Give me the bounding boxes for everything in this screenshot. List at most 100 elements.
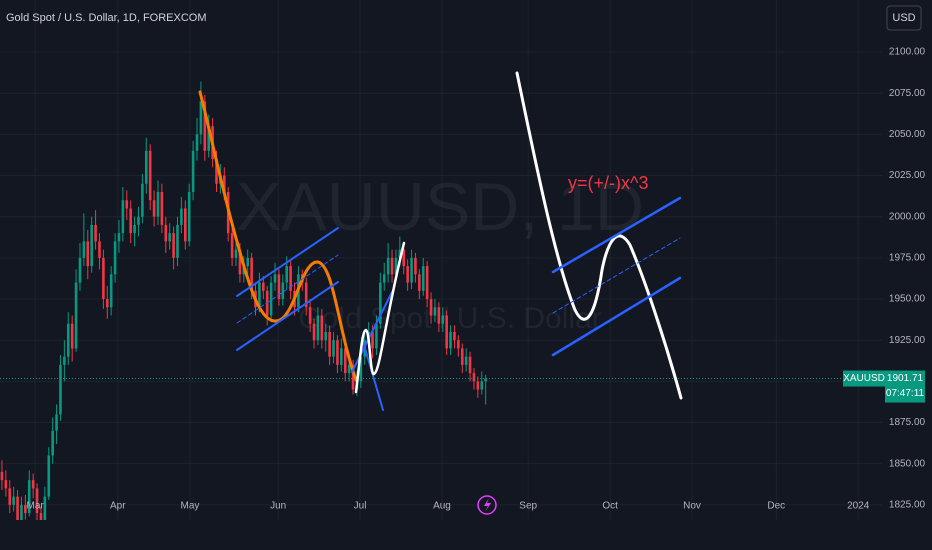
candle-body [332, 340, 335, 357]
candle-body [468, 356, 472, 374]
grid [0, 0, 882, 520]
white-curve [515, 71, 683, 400]
candle-body [371, 331, 374, 349]
channel-mid [552, 237, 681, 314]
candle-body [277, 274, 281, 300]
candle-body [144, 150, 148, 184]
icon-ring[interactable] [477, 495, 497, 515]
candle-body [168, 233, 171, 242]
x-tick-label: Sep [519, 501, 537, 512]
candle-body [425, 266, 429, 300]
candle-body [343, 348, 347, 374]
y-tick-label: 2075.00 [889, 88, 926, 99]
watermark: XAUUSD, 1D [236, 169, 644, 245]
candle-body [460, 348, 464, 365]
channel-line [236, 281, 339, 351]
candle-body [437, 307, 441, 324]
y-tick-label: 2025.00 [889, 170, 926, 181]
x-tick-label: Aug [433, 501, 451, 512]
candle-body [133, 224, 136, 234]
candle-body [102, 257, 105, 300]
currency-button-frame[interactable] [886, 5, 922, 31]
candle-body [109, 274, 113, 308]
candle-body [457, 340, 460, 349]
x-tick-label: Jun [270, 501, 286, 512]
candle-body [63, 356, 66, 365]
candle-body [121, 200, 125, 234]
symbol-badge [843, 370, 885, 387]
candle-body [35, 488, 39, 514]
x-tick-label: 2024 [847, 501, 870, 512]
candle-body [78, 257, 82, 283]
x-tick-label: May [181, 501, 200, 512]
candle-body [8, 488, 12, 505]
lightning-icon[interactable] [477, 495, 497, 515]
candle-body [20, 504, 23, 520]
watermark-subtitle: Gold Spot / U.S. Dollar [298, 302, 601, 335]
candle-body [117, 233, 121, 242]
candle-body [82, 241, 86, 258]
candle-body [269, 282, 273, 316]
last-price-badge: XAUUSD 1901.71 07:47:11 [843, 370, 925, 403]
candle-body [230, 233, 234, 258]
candle-body [223, 175, 226, 192]
candle-body [421, 266, 425, 291]
candle-body [180, 208, 183, 225]
y-tick-label: 1925.00 [889, 335, 926, 346]
x-tick-label: Dec [767, 501, 785, 512]
y-tick-label: 2000.00 [889, 211, 926, 222]
annotation: y=(+/-)x^3 [568, 173, 648, 193]
channel-line [551, 276, 682, 357]
candle-body [324, 331, 328, 341]
candle-body [90, 224, 93, 267]
candle-body [289, 266, 292, 291]
candle-body [379, 282, 382, 324]
candle-body [414, 257, 417, 275]
candle-body [74, 282, 78, 349]
currency-button[interactable]: USD [886, 5, 922, 31]
y-tick-label: 1875.00 [889, 417, 926, 428]
candle-body [433, 307, 437, 316]
candle-body [24, 504, 27, 514]
x-tick-label: Jul [354, 501, 367, 512]
candle-body [215, 159, 218, 184]
candle-body [43, 496, 47, 520]
candle-body [398, 249, 402, 258]
candle-body [386, 257, 390, 275]
candle-body [328, 331, 331, 357]
candle-body [59, 364, 62, 415]
candle-body [250, 257, 253, 291]
candle-body [0, 471, 4, 481]
channel-mid [236, 254, 339, 324]
y-tick-label: 2050.00 [889, 129, 926, 140]
candle-body [238, 249, 242, 275]
candle-body [129, 208, 132, 234]
x-tick-label: Apr [110, 501, 126, 512]
candle-body [4, 480, 8, 489]
candle-body [476, 381, 480, 390]
y-tick-label: 2100.00 [889, 47, 926, 58]
channel-line [551, 196, 682, 274]
candle-body [195, 134, 199, 151]
candle-body [312, 323, 316, 341]
candle-body [141, 183, 144, 217]
y-tick-label: 1950.00 [889, 294, 926, 305]
candle-body [66, 323, 70, 357]
candle-body [308, 307, 312, 324]
icon-bolt[interactable] [484, 498, 491, 512]
price-badge [885, 370, 925, 403]
candle-body [160, 191, 164, 225]
candle-body [39, 513, 43, 520]
candle-body [12, 496, 15, 505]
candle-body [382, 274, 386, 283]
candle-body [16, 496, 19, 520]
candle-body [27, 480, 31, 514]
candle-body [285, 266, 289, 283]
candle-body [304, 282, 308, 308]
candle-body [47, 455, 51, 497]
currency-label[interactable]: USD [892, 12, 915, 24]
candle-body [320, 315, 324, 341]
candle-body [156, 191, 160, 217]
candle-body [152, 200, 156, 217]
